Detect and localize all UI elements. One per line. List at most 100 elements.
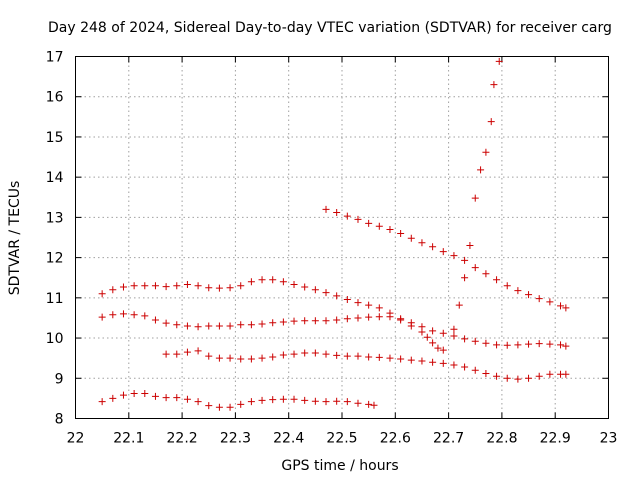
data-point xyxy=(151,392,159,400)
data-point xyxy=(237,355,245,363)
data-point xyxy=(439,346,447,354)
data-point xyxy=(215,403,223,411)
data-point xyxy=(183,395,191,403)
data-point xyxy=(407,319,415,327)
data-point xyxy=(514,287,522,295)
data-point xyxy=(162,350,170,358)
x-tick-label: 23 xyxy=(600,431,618,447)
data-point xyxy=(461,335,469,343)
data-point xyxy=(461,256,469,264)
data-point xyxy=(226,284,234,292)
data-point xyxy=(482,148,490,156)
data-point xyxy=(429,327,437,335)
data-point xyxy=(490,81,498,89)
plot-frame xyxy=(75,56,609,419)
data-point xyxy=(493,276,501,284)
x-tick-label: 22.1 xyxy=(113,431,144,447)
data-point xyxy=(450,325,458,333)
data-point xyxy=(301,317,309,325)
data-point xyxy=(535,340,543,348)
data-point xyxy=(386,313,394,321)
data-point xyxy=(471,366,479,374)
y-tick-label: 15 xyxy=(46,130,64,146)
series-arc-3 xyxy=(162,347,570,383)
data-point xyxy=(258,396,266,404)
data-point xyxy=(215,322,223,330)
data-point xyxy=(375,353,383,361)
data-point xyxy=(482,339,490,347)
data-point xyxy=(98,398,106,406)
data-point xyxy=(290,350,298,358)
data-point xyxy=(495,57,503,65)
data-point xyxy=(119,283,127,291)
data-point xyxy=(247,355,255,363)
data-point xyxy=(562,304,570,312)
data-point xyxy=(407,356,415,364)
data-point xyxy=(269,353,277,361)
data-point xyxy=(343,212,351,220)
data-point xyxy=(226,403,234,411)
data-point xyxy=(343,398,351,406)
x-tick-label: 22.7 xyxy=(433,431,464,447)
series-arc-1 xyxy=(98,276,447,354)
data-point xyxy=(386,354,394,362)
data-point xyxy=(269,319,277,327)
data-point xyxy=(482,270,490,278)
data-point xyxy=(279,318,287,326)
data-point xyxy=(546,298,554,306)
data-point xyxy=(365,301,373,309)
data-point xyxy=(98,313,106,321)
data-point xyxy=(109,286,117,294)
data-point xyxy=(237,282,245,290)
data-point xyxy=(450,252,458,260)
data-point xyxy=(109,311,117,319)
data-point xyxy=(450,332,458,340)
data-point xyxy=(434,344,442,352)
x-tick-label: 22 xyxy=(67,431,85,447)
y-tick-label: 12 xyxy=(46,251,64,267)
x-tick-label: 22.6 xyxy=(380,431,411,447)
data-point xyxy=(429,358,437,366)
data-points xyxy=(98,57,570,411)
data-point xyxy=(466,242,474,250)
data-point xyxy=(557,302,565,310)
x-tick-label: 22.2 xyxy=(167,431,198,447)
data-point xyxy=(279,278,287,286)
y-tick-label: 8 xyxy=(55,412,64,428)
chart-title: Day 248 of 2024, Sidereal Day-to-day VTE… xyxy=(48,20,612,36)
data-point xyxy=(237,400,245,408)
data-point xyxy=(119,391,127,399)
data-point xyxy=(98,290,106,298)
data-point xyxy=(311,397,319,405)
data-point xyxy=(130,282,138,290)
data-point xyxy=(439,359,447,367)
data-point xyxy=(365,400,373,408)
data-point xyxy=(258,354,266,362)
data-point xyxy=(397,315,405,323)
data-point xyxy=(471,194,479,202)
y-tick-label: 14 xyxy=(46,170,64,186)
data-point xyxy=(418,323,426,331)
grid-layer xyxy=(75,56,609,419)
data-point xyxy=(215,284,223,292)
data-point xyxy=(429,243,437,251)
data-point xyxy=(439,329,447,337)
data-point xyxy=(354,314,362,322)
data-point xyxy=(183,348,191,356)
data-point xyxy=(407,234,415,242)
data-point xyxy=(141,312,149,320)
x-tick-label: 22.3 xyxy=(220,431,251,447)
data-point xyxy=(205,284,213,292)
data-point xyxy=(354,299,362,307)
data-point xyxy=(194,398,202,406)
data-point xyxy=(503,374,511,382)
data-point xyxy=(557,341,565,349)
data-point xyxy=(397,229,405,237)
data-point xyxy=(162,319,170,327)
data-point xyxy=(418,357,426,365)
data-point xyxy=(269,396,277,404)
data-point xyxy=(333,292,341,300)
data-point xyxy=(354,352,362,360)
data-point xyxy=(493,341,501,349)
data-point xyxy=(397,355,405,363)
